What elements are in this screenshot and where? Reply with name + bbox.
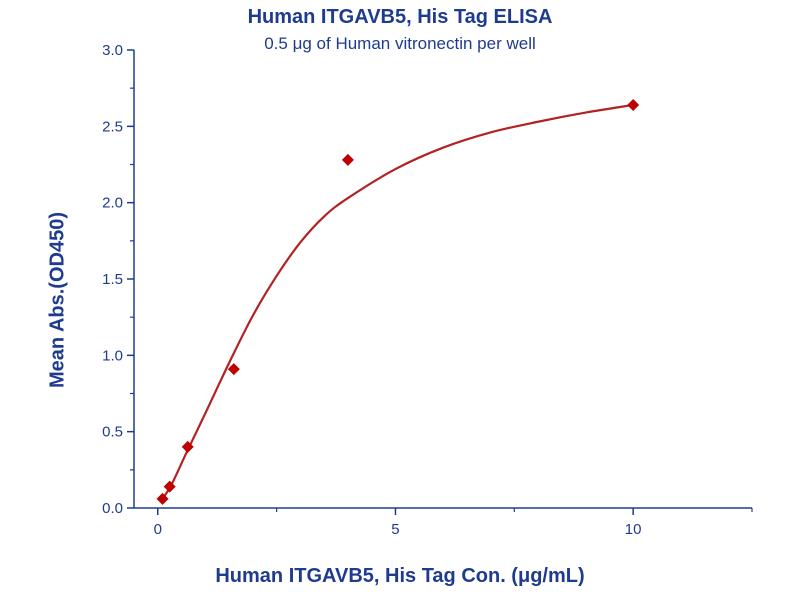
data-points — [156, 98, 640, 505]
data-point — [181, 440, 194, 453]
x-tick-label: 0 — [154, 521, 162, 538]
data-point — [156, 492, 169, 505]
x-axis-label: Human ITGAVB5, His Tag Con. (μg/mL) — [215, 565, 585, 587]
data-point — [163, 480, 176, 493]
fit-curve-group — [161, 103, 634, 500]
y-tick-label: 3.0 — [102, 42, 123, 59]
fit-curve — [161, 103, 634, 500]
y-tick-label: 0.0 — [102, 500, 123, 517]
tick-group: 0.0 0.5 1.0 1.5 2.0 2.5 3.0 0 5 10 — [102, 42, 753, 538]
chart-title: Human ITGAVB5, His Tag ELISA — [247, 6, 553, 28]
y-tick-label: 1.0 — [102, 347, 123, 364]
data-point — [227, 363, 240, 376]
y-tick-label: 1.5 — [102, 271, 123, 288]
y-tick-label: 0.5 — [102, 424, 123, 441]
axes — [133, 50, 752, 509]
data-point — [627, 98, 640, 111]
y-tick-label: 2.0 — [102, 195, 123, 212]
y-tick-label: 2.5 — [102, 118, 123, 135]
x-tick-label: 5 — [391, 521, 399, 538]
chart-subtitle: 0.5 μg of Human vitronectin per well — [264, 34, 536, 53]
x-tick-label: 10 — [625, 521, 642, 538]
data-point — [341, 153, 354, 166]
